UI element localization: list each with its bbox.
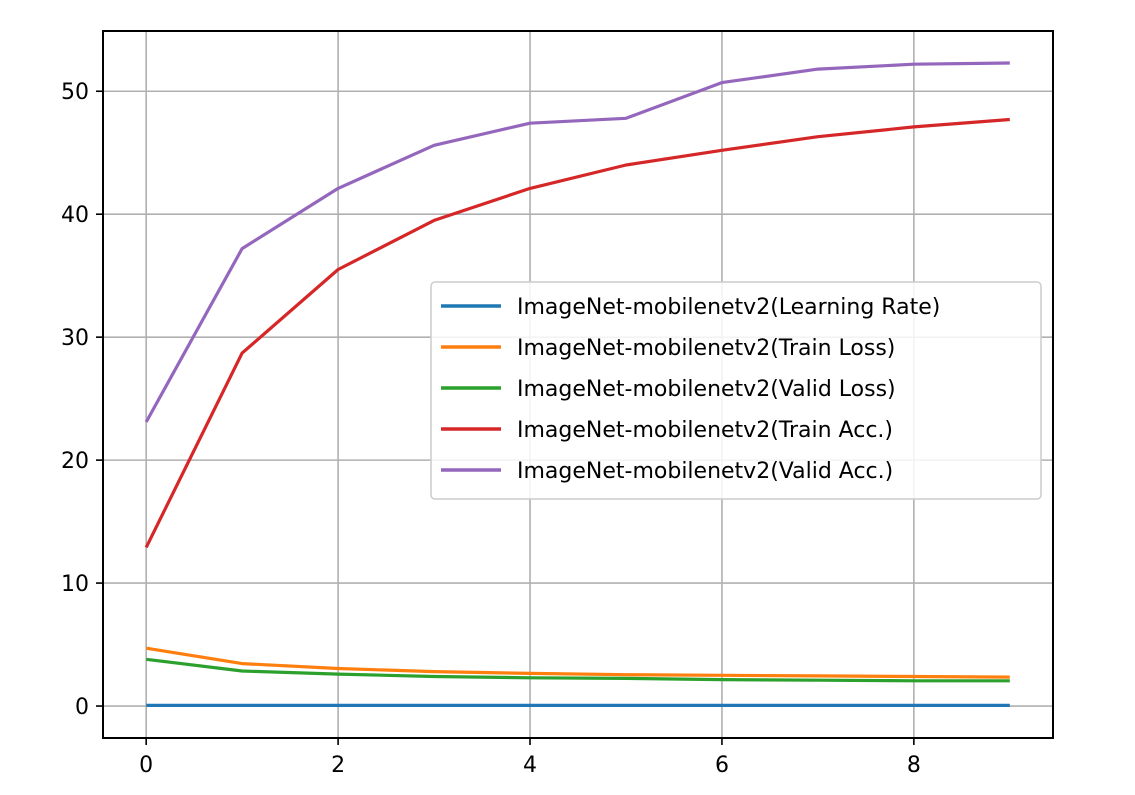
- legend-item: ImageNet-mobilenetv2(Valid Acc.): [441, 459, 893, 484]
- y-tick-label: 0: [75, 695, 89, 720]
- series-line-2: [146, 657, 1010, 683]
- x-axis-ticks: 0 2 4 6 8: [139, 738, 921, 778]
- series-line-1: [145, 646, 1010, 679]
- y-tick-label: 50: [61, 80, 89, 105]
- series-line-3: [144, 117, 1010, 549]
- x-tick-label: 6: [715, 753, 729, 778]
- x-tick-label: 4: [523, 753, 537, 778]
- legend-item: ImageNet-mobilenetv2(Valid Loss): [441, 377, 896, 402]
- legend-label: ImageNet-mobilenetv2(Valid Loss): [517, 377, 896, 402]
- x-tick-label: 0: [139, 753, 153, 778]
- legend-label: ImageNet-mobilenetv2(Learning Rate): [517, 295, 940, 320]
- y-tick-label: 10: [61, 572, 89, 597]
- x-tick-label: 8: [907, 753, 921, 778]
- legend-item: ImageNet-mobilenetv2(Learning Rate): [441, 295, 940, 320]
- y-tick-label: 20: [61, 449, 89, 474]
- legend-item: ImageNet-mobilenetv2(Train Loss): [441, 336, 895, 361]
- legend-label: ImageNet-mobilenetv2(Valid Acc.): [517, 459, 893, 484]
- y-axis-ticks: 0 10 20 30 40 50: [61, 80, 103, 720]
- y-tick-label: 30: [61, 326, 89, 351]
- legend-item: ImageNet-mobilenetv2(Train Acc.): [441, 418, 893, 443]
- x-tick-label: 2: [331, 753, 345, 778]
- legend-label: ImageNet-mobilenetv2(Train Loss): [517, 336, 895, 361]
- y-tick-label: 40: [61, 203, 89, 228]
- legend: ImageNet-mobilenetv2(Learning Rate) Image…: [430, 281, 1042, 500]
- series-line-4: [144, 61, 1010, 423]
- series-lines: [144, 61, 1010, 708]
- plot-area-frame: [102, 30, 1054, 739]
- legend-label: ImageNet-mobilenetv2(Train Acc.): [517, 418, 893, 443]
- legend-box: [430, 281, 1042, 500]
